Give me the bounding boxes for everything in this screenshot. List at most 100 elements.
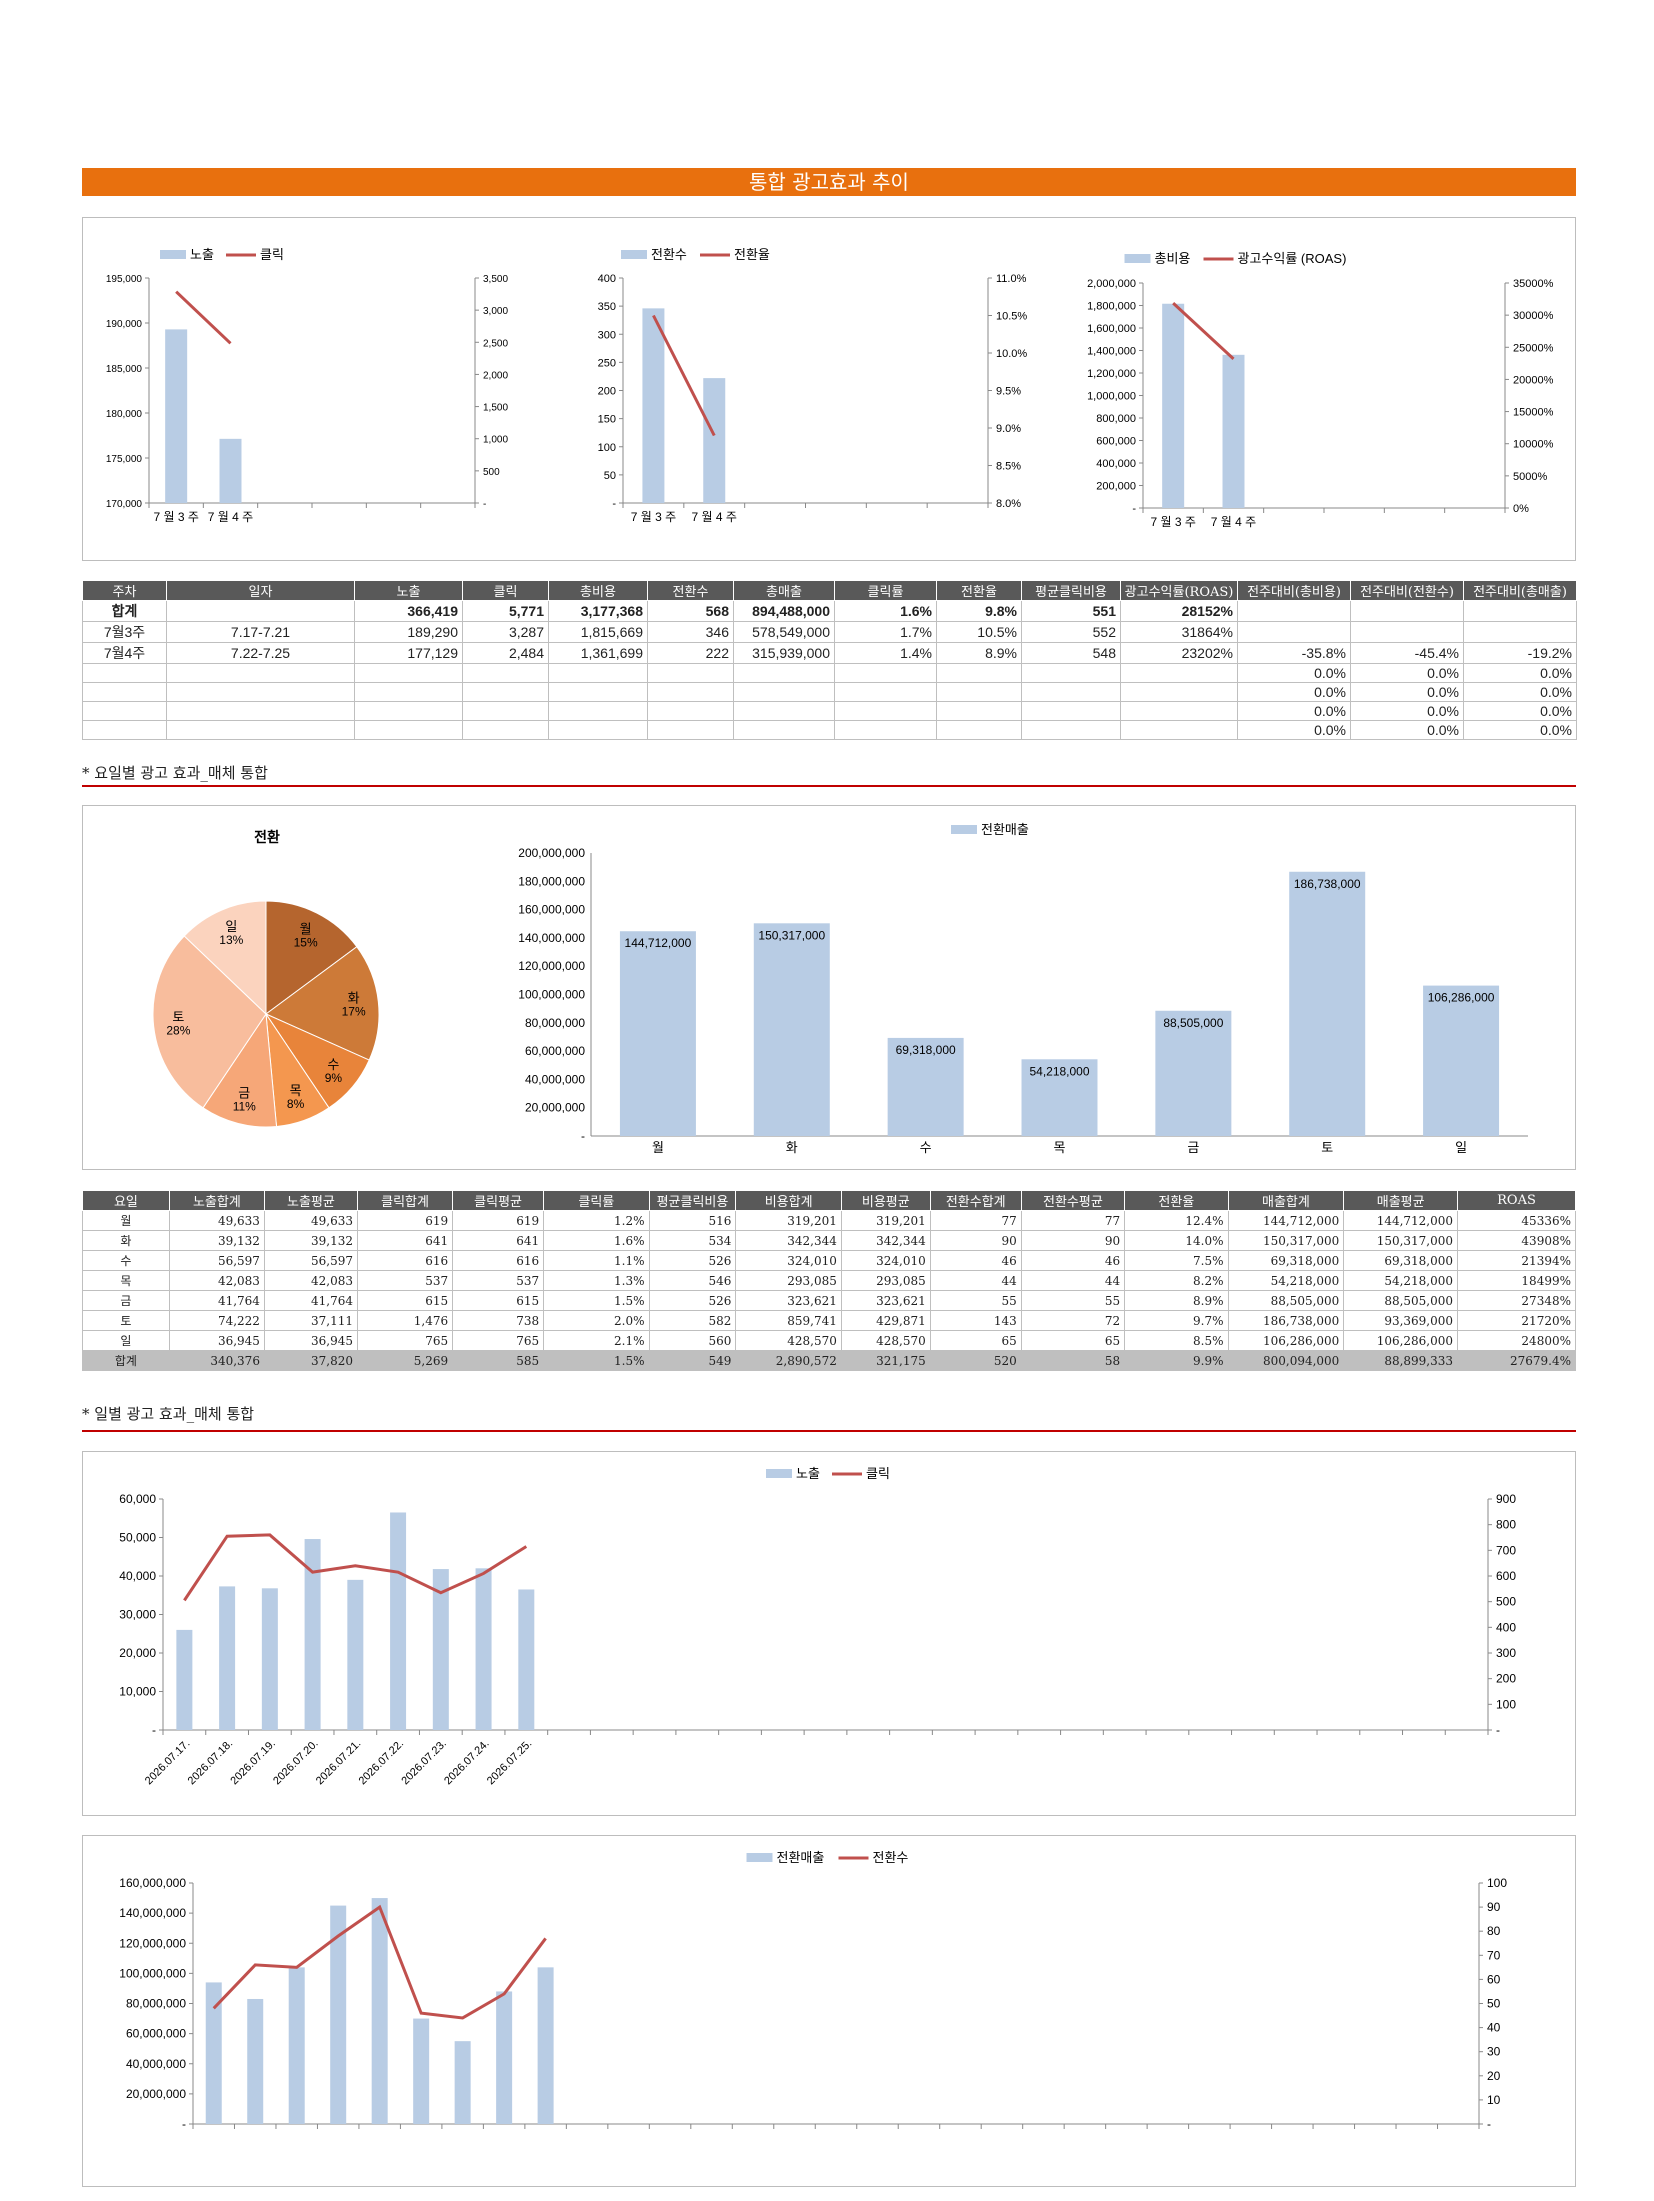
bar-data-label: 88,505,000	[1163, 1016, 1223, 1030]
section-divider	[82, 785, 1576, 787]
right-axis-tick-label: 5000%	[1513, 471, 1547, 483]
table-cell: 2.0%	[543, 1310, 650, 1331]
pie-slice-label: 화	[348, 990, 360, 1005]
table-cell	[166, 701, 355, 721]
column-header: 전환수	[647, 580, 734, 601]
table-cell: 65	[929, 1330, 1022, 1351]
table-cell: 44	[1020, 1270, 1126, 1291]
bar	[261, 1588, 278, 1730]
right-axis-tick-label: 8.0%	[996, 498, 1021, 510]
table-cell: 321,175	[840, 1350, 931, 1371]
table-cell: 616	[452, 1250, 545, 1271]
bar	[642, 308, 665, 503]
table-cell: 1,476	[356, 1310, 454, 1331]
column-header: 전환수합계	[929, 1190, 1022, 1211]
bar	[1021, 1059, 1098, 1136]
left-axis-tick-label: 400,000	[1096, 458, 1136, 470]
chart-legend: 전환매출	[951, 822, 1029, 837]
bar	[347, 1579, 364, 1730]
table-cell: 619	[452, 1210, 545, 1231]
table-cell: 화	[82, 1230, 170, 1251]
table-cell: 39,132	[263, 1230, 359, 1251]
bar	[475, 1568, 492, 1730]
table-cell	[1350, 600, 1464, 622]
table-cell: 41,764	[168, 1290, 265, 1311]
table-cell: 65	[1020, 1330, 1126, 1351]
table-cell	[1463, 600, 1577, 622]
table-cell: 8.9%	[1124, 1290, 1229, 1311]
table-cell: 293,085	[840, 1270, 931, 1291]
table-cell: 0.0%	[1237, 701, 1351, 721]
table-cell: 14.0%	[1124, 1230, 1229, 1251]
table-cell	[548, 720, 648, 740]
table-cell: 18499%	[1457, 1270, 1576, 1291]
table-cell: 37,820	[263, 1350, 359, 1371]
table-cell: 9.8%	[936, 600, 1022, 622]
left-axis-tick-label: 170,000	[106, 499, 143, 510]
table-cell: 5,771	[462, 600, 549, 622]
series-line	[212, 1904, 547, 2020]
table-cell: 2.1%	[543, 1330, 650, 1351]
x-axis-label: 토	[1321, 1140, 1333, 1155]
left-axis-tick-label: 160,000,000	[119, 1876, 186, 1890]
table-row: 0.0% 0.0% 0.0%	[82, 701, 1577, 721]
x-axis-label: 2026.07.20.	[271, 1738, 321, 1788]
left-axis-tick-label: 80,000,000	[525, 1016, 585, 1030]
daily-conversion-panel: 전환매출 전환수 160,000,000 140,000,000 120,000,000…	[82, 1835, 1576, 2187]
table-cell	[647, 720, 734, 740]
table-cell: 9.9%	[1124, 1350, 1229, 1371]
table-cell: 수	[82, 1250, 170, 1271]
left-axis-tick-label: 100,000,000	[518, 988, 585, 1002]
table-cell: 0.0%	[1463, 663, 1577, 683]
left-axis-tick-label: 40,000,000	[525, 1072, 585, 1086]
page-title: 통합 광고효과 추이	[82, 168, 1576, 196]
legend-bar-label: 노출	[796, 1466, 820, 1481]
table-cell	[834, 663, 937, 683]
right-axis-tick-label: 700	[1496, 1543, 1516, 1557]
table-cell: 37,111	[263, 1310, 359, 1331]
right-axis-tick-label: 10.5%	[996, 311, 1027, 323]
right-axis-tick-label: 3,000	[483, 306, 508, 317]
table-row: 0.0% 0.0% 0.0%	[82, 682, 1577, 702]
left-axis-tick-label: 1,800,000	[1087, 301, 1136, 313]
bar	[219, 1586, 236, 1730]
table-cell	[462, 682, 549, 702]
table-cell: 585	[452, 1350, 545, 1371]
table-cell: 1,815,669	[548, 621, 648, 643]
table-cell: 44	[929, 1270, 1022, 1291]
bar	[304, 1539, 321, 1730]
right-axis-tick-label: 9.5%	[996, 386, 1021, 398]
table-cell: 8.2%	[1124, 1270, 1229, 1291]
bar	[288, 1967, 305, 2124]
table-row: 합계 366,419 5,771 3,177,368 568 894,488,000 1.6…	[82, 600, 1577, 622]
table-row: 금 41,764 41,764 615 615 1.5% 526 323,621 323,621…	[82, 1290, 1576, 1311]
table-cell: 0.0%	[1463, 701, 1577, 721]
x-axis-label: 7 월 4 주	[1211, 515, 1256, 529]
table-cell: 549	[648, 1350, 737, 1371]
right-axis-tick-label: -	[1496, 1723, 1500, 1737]
left-axis-tick-label: 600,000	[1096, 436, 1136, 448]
table-cell: 월	[82, 1210, 170, 1231]
table-cell: 74,222	[168, 1310, 265, 1331]
table-cell	[733, 720, 835, 740]
table-cell: 88,505,000	[1227, 1290, 1345, 1311]
table-cell: -19.2%	[1463, 642, 1577, 664]
left-axis-tick-label: 800,000	[1096, 413, 1136, 425]
pie-slice	[265, 900, 358, 1015]
column-header: 전주대비(총비용)	[1237, 580, 1351, 601]
table-cell: 859,741	[735, 1310, 842, 1331]
table-cell: 537	[452, 1270, 545, 1291]
bar	[432, 1569, 449, 1730]
pie-title: 전환	[254, 829, 280, 845]
table-cell: 56,597	[168, 1250, 265, 1271]
table-cell: 27679.4%	[1457, 1350, 1576, 1371]
left-axis-tick-label: 140,000,000	[518, 931, 585, 945]
table-cell: 150,317,000	[1227, 1230, 1345, 1251]
pie-slice-pct: 15%	[294, 935, 318, 949]
bar	[413, 2018, 430, 2124]
bar	[390, 1512, 407, 1730]
daily-impressions-chart: 노출 클릭 60,000 50,000 40,000 30,000 20,000 10,000…	[119, 1466, 1516, 1788]
right-axis-tick-label: 20	[1487, 2069, 1501, 2083]
table-cell: 2,484	[462, 642, 549, 664]
table-cell: 526	[648, 1290, 737, 1311]
